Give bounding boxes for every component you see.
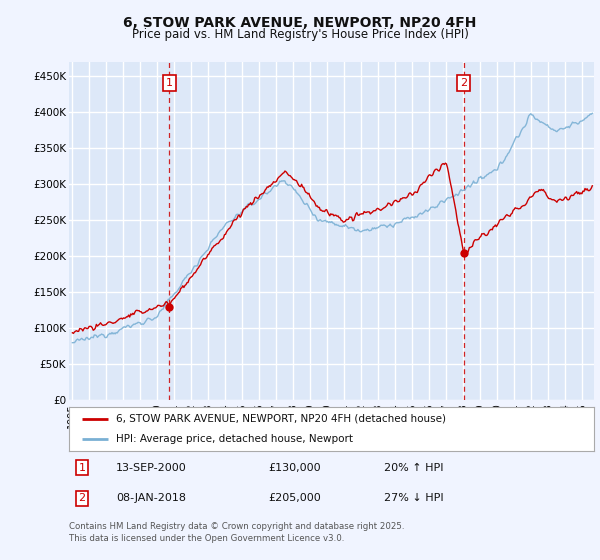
Text: 2: 2 (79, 493, 86, 503)
Text: Price paid vs. HM Land Registry's House Price Index (HPI): Price paid vs. HM Land Registry's House … (131, 28, 469, 41)
Text: 20% ↑ HPI: 20% ↑ HPI (384, 463, 443, 473)
Text: 6, STOW PARK AVENUE, NEWPORT, NP20 4FH (detached house): 6, STOW PARK AVENUE, NEWPORT, NP20 4FH (… (116, 414, 446, 424)
Text: £130,000: £130,000 (269, 463, 321, 473)
Text: Contains HM Land Registry data © Crown copyright and database right 2025.
This d: Contains HM Land Registry data © Crown c… (69, 522, 404, 543)
Text: 6, STOW PARK AVENUE, NEWPORT, NP20 4FH: 6, STOW PARK AVENUE, NEWPORT, NP20 4FH (124, 16, 476, 30)
Text: £205,000: £205,000 (269, 493, 321, 503)
Text: 08-JAN-2018: 08-JAN-2018 (116, 493, 186, 503)
Text: 13-SEP-2000: 13-SEP-2000 (116, 463, 187, 473)
Text: 1: 1 (79, 463, 86, 473)
Text: HPI: Average price, detached house, Newport: HPI: Average price, detached house, Newp… (116, 434, 353, 444)
Text: 2: 2 (460, 78, 467, 88)
Text: 27% ↓ HPI: 27% ↓ HPI (384, 493, 443, 503)
Text: 1: 1 (166, 78, 173, 88)
